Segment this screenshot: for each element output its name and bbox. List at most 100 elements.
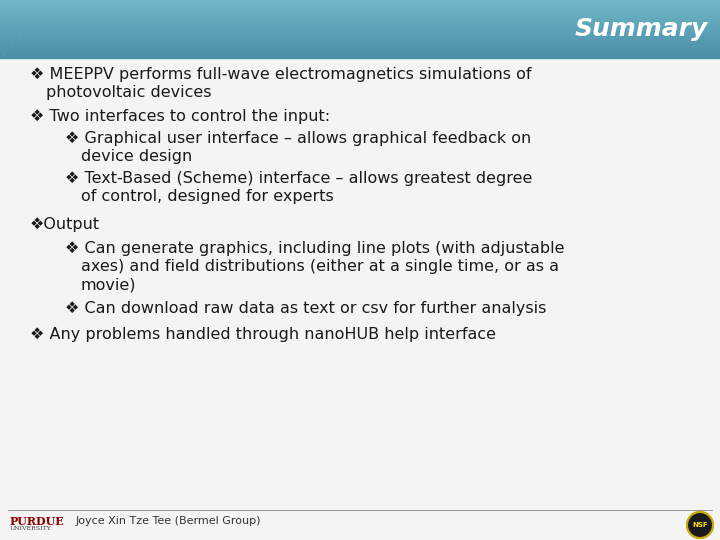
Point [246, 50, 258, 58]
Point [30, 18, 42, 26]
Point [342, 26, 354, 35]
Point [526, 50, 538, 58]
Point [38, 2, 50, 10]
Point [678, 2, 690, 10]
Point [431, 18, 442, 26]
Point [206, 26, 217, 35]
Point [582, 18, 594, 26]
Point [575, 18, 586, 26]
Point [470, 18, 482, 26]
Point [278, 26, 289, 35]
Point [582, 33, 594, 42]
Point [30, 26, 42, 35]
Point [22, 2, 34, 10]
Point [575, 26, 586, 35]
Point [30, 33, 42, 42]
Point [494, 18, 505, 26]
Point [558, 2, 570, 10]
Point [359, 33, 370, 42]
Point [334, 33, 346, 42]
Point [510, 18, 522, 26]
Point [294, 50, 306, 58]
Point [534, 2, 546, 10]
Point [246, 33, 258, 42]
Point [318, 42, 330, 50]
Point [382, 42, 394, 50]
Point [494, 10, 505, 18]
Point [694, 50, 706, 58]
Point [134, 50, 145, 58]
Point [30, 42, 42, 50]
Point [431, 42, 442, 50]
Point [470, 2, 482, 10]
Point [422, 50, 433, 58]
Point [334, 18, 346, 26]
Point [446, 33, 458, 42]
Point [542, 50, 554, 58]
Point [438, 42, 450, 50]
Text: device design: device design [81, 149, 192, 164]
Point [126, 42, 138, 50]
Point [575, 33, 586, 42]
Point [518, 26, 530, 35]
Point [326, 33, 338, 42]
Point [14, 2, 26, 10]
Point [606, 18, 618, 26]
Point [94, 33, 106, 42]
Point [670, 26, 682, 35]
Point [198, 50, 210, 58]
Point [86, 2, 98, 10]
Point [46, 33, 58, 42]
Point [702, 33, 714, 42]
Point [182, 26, 194, 35]
Point [278, 50, 289, 58]
Point [446, 42, 458, 50]
Point [150, 18, 162, 26]
Point [190, 33, 202, 42]
Point [414, 10, 426, 18]
Point [575, 42, 586, 50]
Point [22, 26, 34, 35]
Point [390, 26, 402, 35]
Point [503, 50, 514, 58]
Text: ❖ Graphical user interface – allows graphical feedback on: ❖ Graphical user interface – allows grap… [65, 131, 531, 146]
Point [174, 50, 186, 58]
Point [654, 10, 666, 18]
Point [118, 10, 130, 18]
Point [526, 33, 538, 42]
Point [422, 26, 433, 35]
Point [670, 50, 682, 58]
Point [503, 33, 514, 42]
Point [478, 10, 490, 18]
Point [230, 33, 242, 42]
Point [406, 50, 418, 58]
Point [0, 26, 10, 35]
Point [398, 33, 410, 42]
Point [174, 18, 186, 26]
Point [398, 10, 410, 18]
Point [590, 18, 602, 26]
Point [94, 50, 106, 58]
Point [510, 50, 522, 58]
Point [102, 26, 114, 35]
Point [94, 10, 106, 18]
Point [238, 33, 250, 42]
Point [431, 10, 442, 18]
Point [302, 33, 314, 42]
Point [630, 18, 642, 26]
Point [287, 10, 298, 18]
Point [590, 26, 602, 35]
Point [694, 26, 706, 35]
Point [78, 10, 90, 18]
Point [606, 33, 618, 42]
Point [359, 10, 370, 18]
Point [38, 26, 50, 35]
Point [143, 33, 154, 42]
Point [150, 33, 162, 42]
Point [694, 2, 706, 10]
Point [414, 42, 426, 50]
Point [342, 42, 354, 50]
Point [486, 2, 498, 10]
Point [150, 10, 162, 18]
Point [222, 50, 234, 58]
